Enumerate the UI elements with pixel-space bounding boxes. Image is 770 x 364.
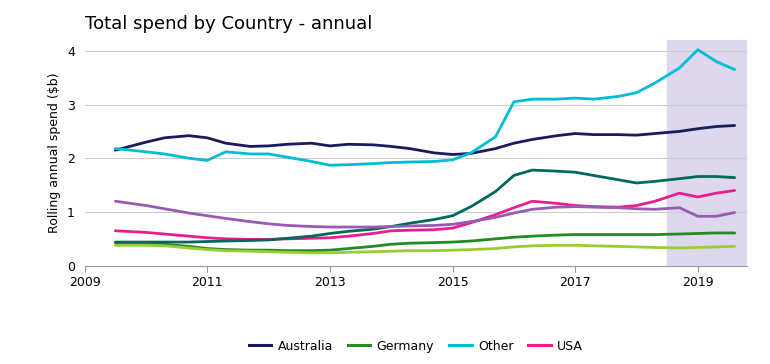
Text: Total spend by Country - annual: Total spend by Country - annual (85, 15, 372, 33)
Y-axis label: Rolling annual spend ($b): Rolling annual spend ($b) (49, 73, 62, 233)
Bar (667, 40, 747, 266)
